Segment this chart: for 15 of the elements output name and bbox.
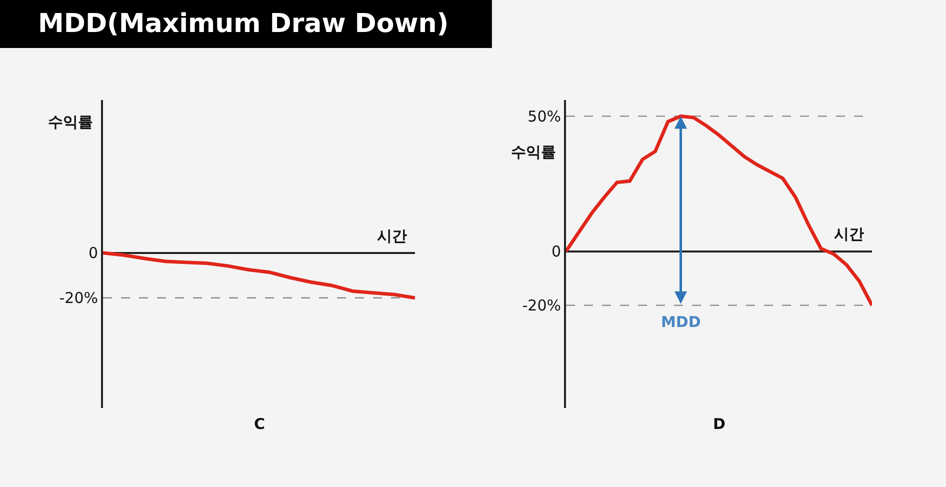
y-tick-label: -20% (59, 289, 98, 308)
annotation: MDD (661, 313, 701, 331)
y-tick-label: 0 (88, 244, 98, 262)
y-tick-label: 50% (528, 107, 561, 126)
x-axis-title: 시간 (377, 227, 407, 245)
line-series (103, 251, 415, 300)
text: D (713, 415, 726, 433)
y-tick-label: -20% (522, 296, 561, 315)
chart-title: MDD(Maximum Draw Down) (38, 9, 449, 39)
y-axis-title: 수익률 (511, 143, 556, 161)
x-axis-title: 시간 (834, 225, 864, 243)
text: C (254, 415, 266, 433)
y-axis-title: 수익률 (48, 113, 93, 131)
y-tick-label: 0 (551, 242, 561, 261)
line-series (566, 114, 872, 308)
